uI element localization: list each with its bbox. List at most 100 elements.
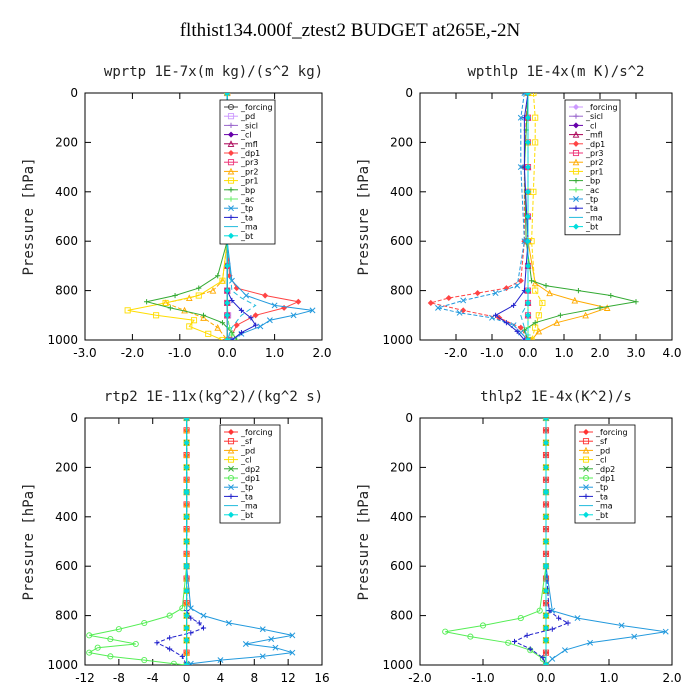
- series-line-tp: [436, 93, 529, 340]
- series-point: [234, 337, 240, 340]
- x-tick-label: -1.0: [480, 346, 503, 360]
- y-tick-label: 1000: [382, 333, 413, 347]
- legend-marker: [228, 196, 234, 202]
- legend-label: _sicl: [240, 121, 258, 130]
- series-point: [107, 636, 114, 643]
- legend-label: _sicl: [585, 112, 603, 121]
- legend-marker: [582, 456, 590, 463]
- legend-label: _ma: [595, 502, 613, 511]
- series-point: [435, 304, 441, 311]
- x-tick-label: 1.0: [265, 346, 284, 360]
- series-point: [183, 464, 190, 471]
- chart-panel-3: rtp2 1E-11x(kg^2)/(kg^2 s) Pressure [hPa]…: [21, 389, 330, 685]
- x-tick-label: 2.0: [590, 346, 609, 360]
- y-tick-label: 0: [70, 86, 78, 100]
- legend-marker: [227, 131, 235, 138]
- series-point: [226, 325, 233, 331]
- series-point: [214, 324, 222, 331]
- legend-label: _forcing: [240, 103, 273, 112]
- series-point: [536, 607, 543, 614]
- series-point: [154, 640, 160, 646]
- series-point: [289, 649, 296, 656]
- panel-title: rtp2 1E-11x(kg^2)/(kg^2 s): [104, 389, 323, 405]
- legend-marker: [582, 446, 590, 454]
- series-point: [631, 633, 638, 640]
- series-point: [517, 164, 524, 171]
- series-point: [167, 305, 173, 311]
- legend-marker: [228, 122, 234, 128]
- series-point: [517, 324, 524, 331]
- legend-marker: [228, 214, 234, 220]
- series-point: [511, 638, 518, 645]
- series-point: [521, 238, 528, 245]
- y-tick-label: 1000: [47, 658, 78, 672]
- legend-label: _bt: [585, 223, 598, 232]
- series-point: [295, 298, 302, 305]
- series-point: [179, 605, 186, 612]
- series-point: [542, 563, 550, 570]
- legend-label: _tp: [240, 483, 253, 492]
- series-point: [228, 277, 235, 284]
- series-point: [532, 139, 539, 146]
- series-point: [460, 297, 467, 304]
- y-tick-label: 400: [390, 185, 413, 199]
- series-point: [224, 262, 231, 269]
- series-point: [527, 646, 533, 652]
- series-point: [242, 641, 249, 647]
- series-point: [196, 620, 202, 626]
- series-point: [492, 290, 499, 297]
- legend-marker: [227, 428, 235, 436]
- plot-frame: [84, 92, 323, 341]
- x-tick-label: 4: [217, 671, 225, 685]
- legend-label: _bp: [240, 186, 255, 195]
- y-tick-label: 0: [405, 86, 413, 100]
- legend-marker: [228, 465, 234, 472]
- x-tick-label: 2.0: [662, 671, 681, 685]
- series-point: [124, 307, 131, 314]
- legend-marker: [227, 232, 235, 239]
- series-point: [86, 649, 93, 656]
- series-point: [662, 628, 669, 635]
- y-tick-label: 0: [70, 411, 78, 425]
- legend-label: _dp1: [595, 474, 615, 483]
- series-point: [542, 661, 550, 665]
- legend-marker: [572, 223, 580, 230]
- legend-marker: [572, 103, 580, 111]
- series-point: [532, 320, 538, 326]
- series-point: [571, 296, 579, 304]
- series-point: [524, 312, 532, 319]
- legend-label: _tp: [240, 204, 253, 213]
- series-point: [553, 319, 561, 326]
- series-point: [489, 314, 495, 321]
- series-point: [238, 307, 245, 313]
- legend-label: _sf: [595, 437, 607, 446]
- legend-label: _ta: [240, 492, 253, 501]
- legend-marker: [573, 178, 579, 184]
- series-point: [224, 336, 231, 340]
- series-point: [575, 288, 581, 294]
- x-tick-label: -3.0: [73, 346, 96, 360]
- series-point: [540, 654, 546, 661]
- series-point: [524, 238, 532, 245]
- series-point: [243, 292, 250, 299]
- series-point: [574, 615, 581, 622]
- series-point: [167, 646, 173, 652]
- panel-title: thlp2 1E-4x(K^2)/s: [480, 389, 632, 405]
- series-point: [456, 309, 463, 316]
- series-point: [200, 625, 207, 631]
- series-point: [259, 653, 266, 660]
- series-point: [205, 330, 212, 337]
- series-point: [542, 489, 550, 496]
- legend-label: _cl: [595, 456, 607, 465]
- legend-label: _bt: [240, 511, 253, 520]
- series-point: [442, 628, 449, 635]
- y-tick-label: 200: [390, 135, 413, 149]
- legend-marker: [573, 205, 579, 211]
- x-tick-label: -12: [75, 671, 95, 685]
- series-point: [517, 329, 524, 336]
- legend-marker: [228, 187, 234, 193]
- legend-marker: [572, 149, 580, 157]
- legend-marker: [228, 205, 234, 212]
- chart-panel-1: wprtp 1E-7x(m kg)/(s^2 kg) Pressure [hPa]…: [21, 64, 332, 360]
- x-tick-label: 3.0: [626, 346, 645, 360]
